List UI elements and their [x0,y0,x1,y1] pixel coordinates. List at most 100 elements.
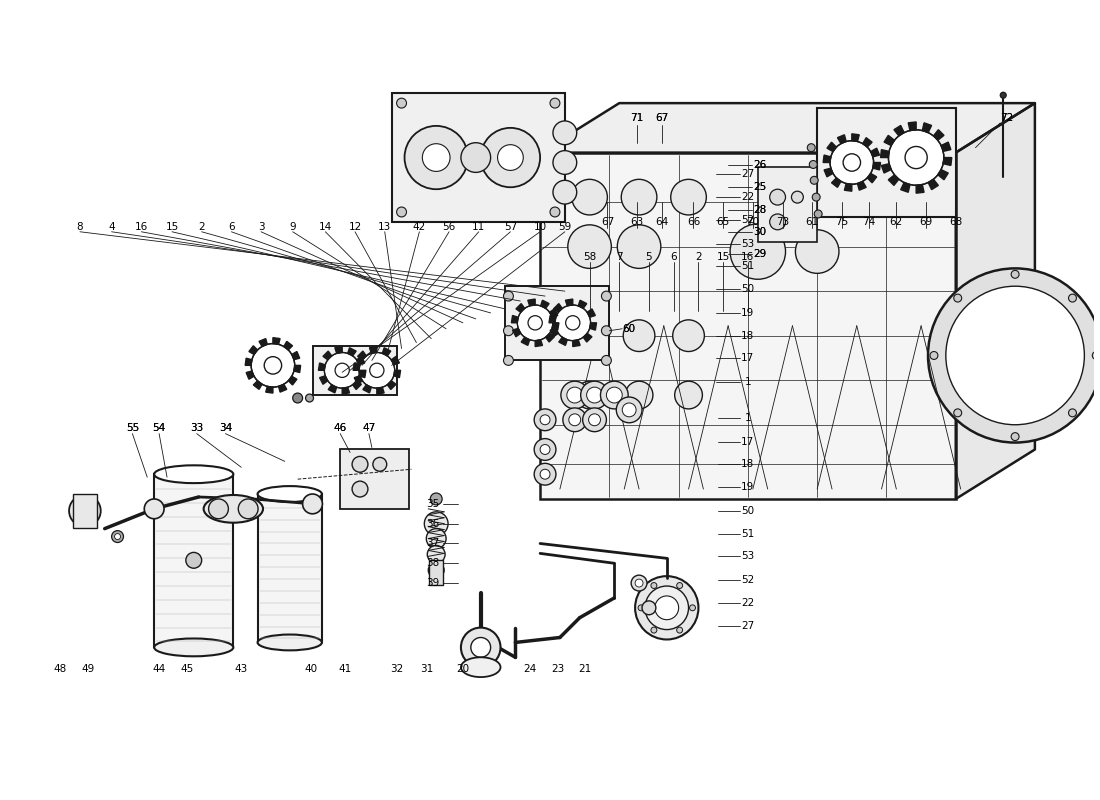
Polygon shape [934,130,944,140]
Circle shape [673,320,704,351]
Text: 16: 16 [741,251,755,262]
Text: 19: 19 [741,482,755,492]
Circle shape [631,575,647,591]
Circle shape [566,387,583,403]
Circle shape [601,381,628,409]
Circle shape [397,98,407,108]
Text: 33: 33 [190,422,204,433]
Circle shape [617,225,661,268]
Circle shape [336,363,350,378]
Text: 27: 27 [741,621,755,630]
Circle shape [397,207,407,217]
Polygon shape [356,356,365,365]
Circle shape [602,291,612,301]
Circle shape [889,130,944,186]
Polygon shape [328,385,337,393]
Polygon shape [334,346,342,354]
Polygon shape [579,300,586,309]
Text: 57: 57 [504,222,517,232]
Text: 60: 60 [623,324,636,334]
Text: 62: 62 [890,217,903,227]
Circle shape [430,493,442,505]
Text: 71: 71 [630,113,644,123]
Text: 13: 13 [378,222,392,232]
Circle shape [504,291,514,301]
Text: 14: 14 [319,222,332,232]
Text: 67: 67 [656,113,669,123]
Text: 30: 30 [754,226,767,237]
Text: 50: 50 [741,284,755,294]
Circle shape [517,305,553,341]
Ellipse shape [257,634,322,650]
Polygon shape [880,150,889,158]
Text: 41: 41 [339,664,352,674]
Circle shape [602,355,612,366]
Circle shape [676,582,683,589]
Text: 19: 19 [741,308,755,318]
Polygon shape [827,142,836,152]
Text: 34: 34 [219,422,232,433]
Text: 36: 36 [427,518,440,529]
Circle shape [535,438,556,460]
Polygon shape [249,346,257,354]
Circle shape [553,150,576,174]
Polygon shape [540,103,1035,153]
Polygon shape [549,315,556,323]
Polygon shape [359,370,366,378]
Text: 22: 22 [741,192,755,202]
Circle shape [1011,270,1019,278]
Circle shape [422,144,450,171]
Polygon shape [553,303,562,312]
Text: 71: 71 [630,113,644,123]
Text: 49: 49 [81,664,95,674]
Polygon shape [348,348,356,356]
Circle shape [581,381,608,409]
Circle shape [810,161,817,169]
Polygon shape [392,356,399,365]
Text: 33: 33 [190,422,204,433]
Circle shape [635,576,698,639]
Text: 48: 48 [54,664,67,674]
Polygon shape [942,142,950,151]
Text: 42: 42 [412,222,426,232]
Circle shape [324,353,360,388]
Circle shape [830,141,873,184]
Text: 25: 25 [754,182,767,192]
Polygon shape [323,351,332,360]
Text: 39: 39 [427,578,440,588]
Circle shape [645,586,689,630]
Circle shape [481,128,540,187]
Ellipse shape [461,658,500,677]
Text: 8: 8 [77,222,84,232]
Circle shape [638,605,644,610]
Circle shape [651,627,657,633]
Circle shape [621,179,657,215]
Circle shape [770,214,785,230]
Circle shape [405,126,468,190]
Text: 54: 54 [153,422,166,433]
Text: 64: 64 [656,217,669,227]
Circle shape [565,316,580,330]
Circle shape [427,529,447,549]
Circle shape [807,144,815,152]
Polygon shape [354,376,362,384]
Circle shape [568,225,612,268]
Polygon shape [521,338,530,346]
Polygon shape [873,162,880,170]
Text: 10: 10 [534,222,547,232]
Bar [340,450,409,509]
Circle shape [770,190,785,205]
Circle shape [306,394,313,402]
Circle shape [574,320,605,351]
Circle shape [535,409,556,430]
Circle shape [954,409,961,417]
Text: 5: 5 [646,251,652,262]
Polygon shape [583,334,592,342]
Bar [758,167,817,242]
Text: 60: 60 [623,324,636,334]
Text: 26: 26 [754,161,767,170]
Circle shape [905,146,927,169]
Polygon shape [956,103,1035,499]
Text: 45: 45 [180,664,194,674]
Text: 38: 38 [427,558,440,568]
